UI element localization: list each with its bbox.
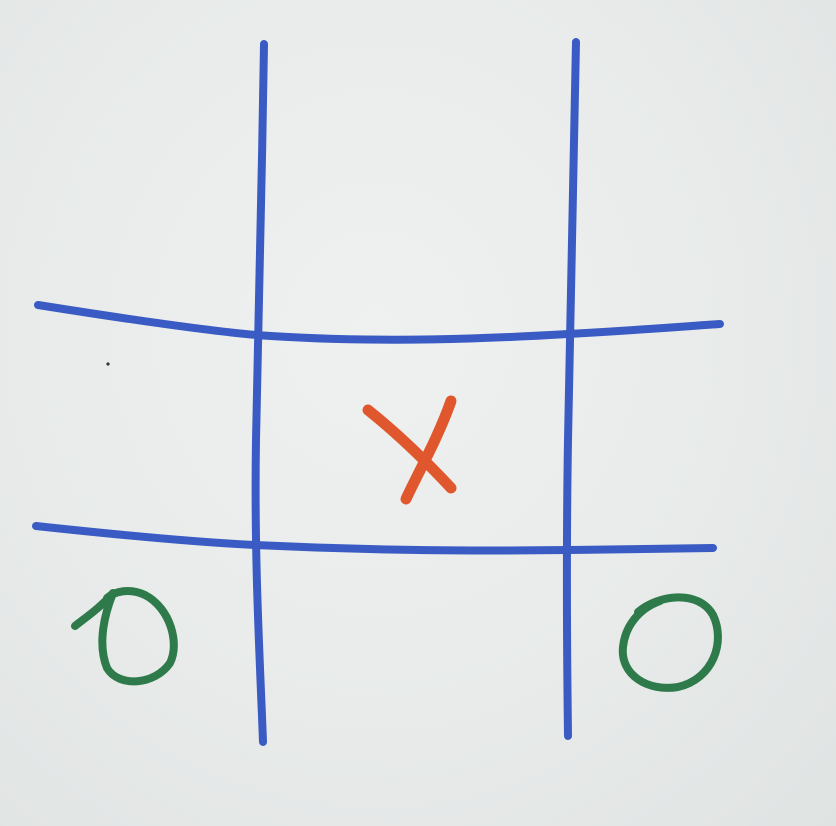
grid-line-vertical-right: [562, 38, 580, 740]
cell-r1-c2[interactable]: [262, 46, 562, 329]
cell-r1-c1[interactable]: [36, 46, 250, 329]
cell-hit-area-r2-c1[interactable]: [36, 341, 250, 542]
x-mark-icon: [362, 395, 457, 505]
o-mark-icon: [618, 593, 722, 692]
grid-line-horizontal-bottom: [32, 522, 717, 555]
grid-line-horizontal-top: [34, 301, 724, 344]
cell-r3-c3[interactable]: [574, 554, 722, 739]
cell-hit-area-r1-c2[interactable]: [262, 46, 562, 329]
cell-hit-area-r3-c3[interactable]: [574, 554, 719, 739]
grid-line-vertical-left: [251, 40, 268, 746]
cell-hit-area-r3-c2[interactable]: [262, 554, 562, 739]
o-mark-icon: [71, 587, 178, 686]
cell-hit-area-r2-c3[interactable]: [574, 341, 719, 542]
cell-r3-c1[interactable]: [36, 554, 250, 739]
cell-r3-c2[interactable]: [262, 554, 562, 739]
cell-r1-c3[interactable]: [574, 46, 719, 329]
cell-r2-c3[interactable]: [574, 341, 719, 542]
cells: [36, 46, 722, 739]
grid: [32, 38, 724, 746]
marker-speck: [106, 362, 110, 366]
cell-hit-area-r3-c1[interactable]: [36, 554, 250, 739]
cell-hit-area-r1-c1[interactable]: [36, 46, 250, 329]
cell-r2-c1[interactable]: [36, 341, 250, 542]
cell-hit-area-r1-c3[interactable]: [574, 46, 719, 329]
cell-r2-c2[interactable]: [262, 341, 562, 542]
